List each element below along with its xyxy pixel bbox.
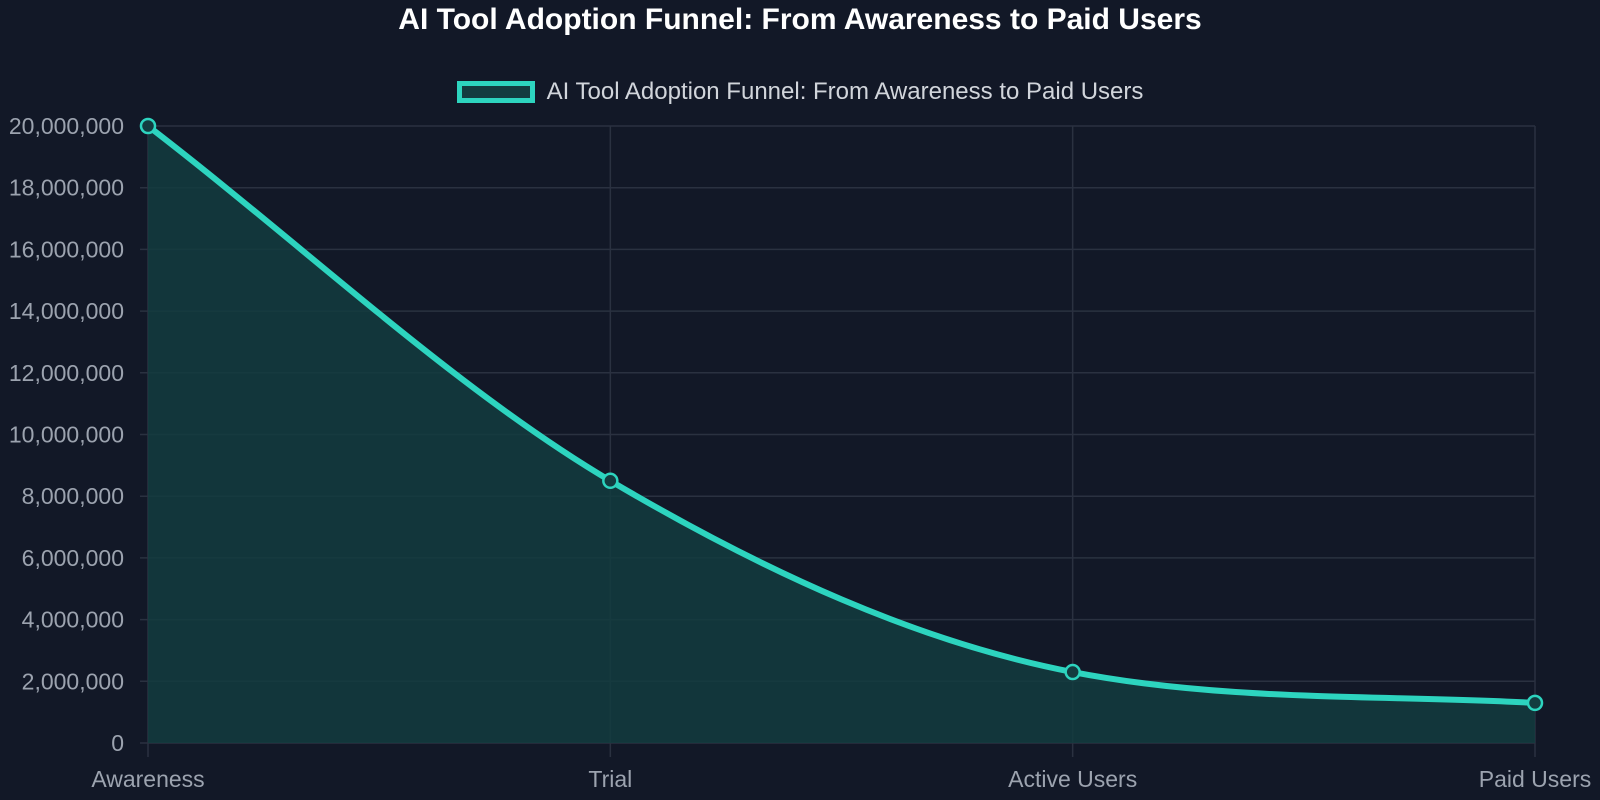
y-tick-label: 20,000,000 — [9, 113, 124, 139]
x-tick-label: Paid Users — [1479, 766, 1591, 792]
legend-swatch[interactable] — [456, 81, 535, 103]
x-tick-label: Awareness — [91, 766, 204, 792]
x-tick-label: Active Users — [1008, 766, 1137, 792]
y-tick-label: 16,000,000 — [9, 236, 124, 262]
y-tick-label: 8,000,000 — [22, 483, 124, 509]
y-tick-label: 18,000,000 — [9, 175, 124, 201]
y-tick-label: 4,000,000 — [22, 607, 124, 633]
data-point — [139, 117, 157, 135]
legend-label[interactable]: AI Tool Adoption Funnel: From Awareness … — [546, 78, 1144, 105]
y-tick-label: 2,000,000 — [22, 668, 124, 694]
x-tick-label: Trial — [588, 766, 632, 792]
series-line — [145, 123, 1538, 706]
chart-title: AI Tool Adoption Funnel: From Awareness … — [398, 3, 1202, 36]
y-tick-label: 12,000,000 — [9, 360, 124, 386]
y-tick-label: 0 — [111, 730, 124, 756]
legend[interactable]: AI Tool Adoption Funnel: From Awareness … — [0, 78, 1600, 106]
data-point — [1526, 694, 1544, 712]
y-tick-label: 14,000,000 — [9, 298, 124, 324]
y-tick-label: 6,000,000 — [22, 545, 124, 571]
data-point — [1064, 663, 1081, 681]
y-tick-label: 10,000,000 — [9, 422, 124, 448]
series-area — [148, 126, 1535, 743]
data-point — [602, 472, 619, 490]
